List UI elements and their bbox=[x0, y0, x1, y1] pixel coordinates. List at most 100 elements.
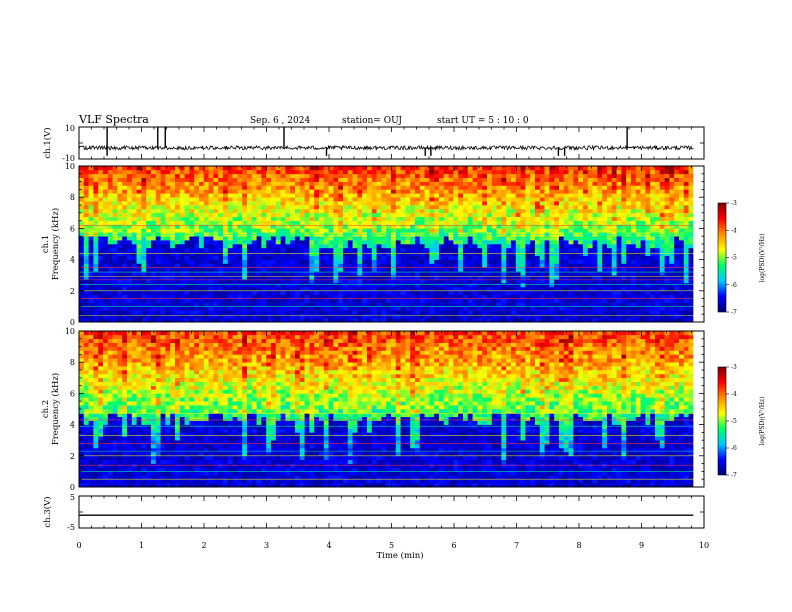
spectrogram-cell bbox=[103, 318, 109, 323]
spectrogram-cell bbox=[93, 267, 99, 272]
spectrogram-cell bbox=[261, 306, 267, 311]
spectrogram-cell bbox=[194, 185, 200, 190]
spectrogram-cell bbox=[285, 220, 291, 225]
spectrogram-cell bbox=[486, 306, 493, 311]
spectrogram-cell bbox=[587, 310, 593, 315]
spectrogram-cell bbox=[299, 185, 305, 190]
spectrogram-cell bbox=[410, 294, 416, 299]
spectrogram-cell bbox=[347, 318, 353, 323]
spectrogram-cell bbox=[414, 279, 421, 284]
spectrogram-cell bbox=[390, 283, 397, 288]
spectrogram-cell bbox=[539, 318, 545, 323]
spectrogram-cell bbox=[299, 193, 305, 198]
spectrogram-cell bbox=[453, 189, 459, 194]
spectrogram-cell bbox=[381, 216, 387, 221]
spectrogram-cell bbox=[496, 208, 502, 214]
spectrogram-cell bbox=[323, 244, 329, 249]
spectrogram-cell bbox=[304, 189, 310, 194]
spectrogram-cell bbox=[635, 228, 641, 233]
spectrogram-cell bbox=[472, 166, 478, 171]
spectrogram-cell bbox=[357, 279, 363, 284]
spectrogram-cell bbox=[582, 224, 589, 229]
spectrogram-cell bbox=[453, 181, 459, 186]
spectrogram-cell bbox=[199, 294, 205, 299]
spectrogram-cell bbox=[256, 267, 262, 272]
spectrogram-cell bbox=[390, 247, 397, 253]
spectrogram-cell bbox=[626, 290, 632, 295]
spectrogram-cell bbox=[266, 306, 272, 311]
spectrogram-cell bbox=[199, 283, 205, 288]
spectrogram-cell bbox=[199, 247, 205, 253]
spectrogram-cell bbox=[477, 259, 483, 264]
spectrogram-cell bbox=[362, 208, 368, 214]
spectrogram-cell bbox=[141, 212, 147, 217]
spectrogram-cell bbox=[251, 201, 257, 206]
spectrogram-cell bbox=[582, 220, 589, 225]
spectrogram-cell bbox=[472, 228, 478, 233]
spectrogram-cell bbox=[472, 244, 478, 249]
spectrogram-cell bbox=[299, 286, 305, 292]
spectrogram-cell bbox=[558, 290, 565, 295]
spectrogram-cell bbox=[122, 185, 128, 190]
spectrogram-cell bbox=[280, 263, 286, 268]
spectrogram-cell bbox=[496, 314, 502, 319]
spectrogram-cell bbox=[390, 275, 397, 280]
spectrogram-cell bbox=[395, 185, 401, 190]
spectrogram-cell bbox=[280, 247, 286, 253]
spectrogram-cell bbox=[549, 294, 555, 299]
spectrogram-cell bbox=[357, 259, 363, 264]
spectrogram-cell bbox=[79, 259, 85, 264]
spectrogram-cell bbox=[534, 201, 541, 206]
spectrogram-cell bbox=[246, 169, 253, 175]
spectrogram-cell bbox=[333, 208, 339, 214]
spectrogram-cell bbox=[246, 208, 253, 214]
spectrogram-cell bbox=[347, 294, 353, 299]
spectrogram-cell bbox=[386, 216, 392, 221]
spectrogram-cell bbox=[419, 177, 425, 182]
spectrogram-cell bbox=[410, 251, 416, 256]
spectrogram-cell bbox=[357, 224, 363, 229]
spectrogram-cell bbox=[650, 201, 656, 206]
spectrogram-cell bbox=[434, 310, 440, 315]
spectrogram-cell bbox=[659, 283, 665, 288]
spectrogram-cell bbox=[314, 173, 320, 178]
spectrogram-cell bbox=[525, 228, 531, 233]
spectrogram-cell bbox=[534, 306, 541, 311]
spectrogram-cell bbox=[626, 181, 632, 186]
spectrogram-cell bbox=[280, 212, 286, 217]
spectrogram-cell bbox=[458, 302, 464, 307]
spectrogram-cell bbox=[443, 228, 449, 233]
spectrogram-cell bbox=[285, 263, 291, 268]
spectrogram-cell bbox=[582, 263, 589, 268]
spectrogram-cell bbox=[318, 259, 325, 264]
spectrogram-cell bbox=[184, 193, 190, 198]
spectrogram-cell bbox=[506, 251, 512, 256]
spectrogram-cell bbox=[429, 205, 435, 210]
spectrogram-cell bbox=[472, 220, 478, 225]
spectrogram-cell bbox=[333, 298, 339, 303]
spectrogram-cell bbox=[405, 185, 411, 190]
spectrogram-cell bbox=[592, 181, 598, 186]
spectrogram-cell bbox=[438, 244, 445, 249]
spectrogram-cell bbox=[482, 208, 488, 214]
spectrogram-cell bbox=[506, 318, 512, 323]
spectrogram-cell bbox=[93, 201, 99, 206]
spectrogram-cell bbox=[323, 166, 329, 171]
spectrogram-cell bbox=[266, 275, 272, 280]
spectrogram-cell bbox=[333, 306, 339, 311]
spectrogram-cell bbox=[194, 177, 200, 182]
spectrogram-cell bbox=[626, 220, 632, 225]
spectrogram-cell bbox=[645, 286, 651, 292]
spectrogram-cell bbox=[227, 298, 233, 303]
spectrogram-cell bbox=[405, 220, 411, 225]
spectrogram-cell bbox=[659, 298, 665, 303]
spectrogram-cell bbox=[328, 216, 334, 221]
spectrogram-cell bbox=[314, 240, 320, 245]
spectrogram-cell bbox=[232, 216, 238, 221]
spectrogram-cell bbox=[592, 197, 598, 202]
spectrogram-cell bbox=[366, 208, 373, 214]
spectrogram-cell bbox=[366, 255, 373, 260]
spectrogram-cell bbox=[496, 185, 502, 190]
spectrogram-cell bbox=[323, 169, 329, 175]
spectrogram-cell bbox=[175, 314, 181, 319]
